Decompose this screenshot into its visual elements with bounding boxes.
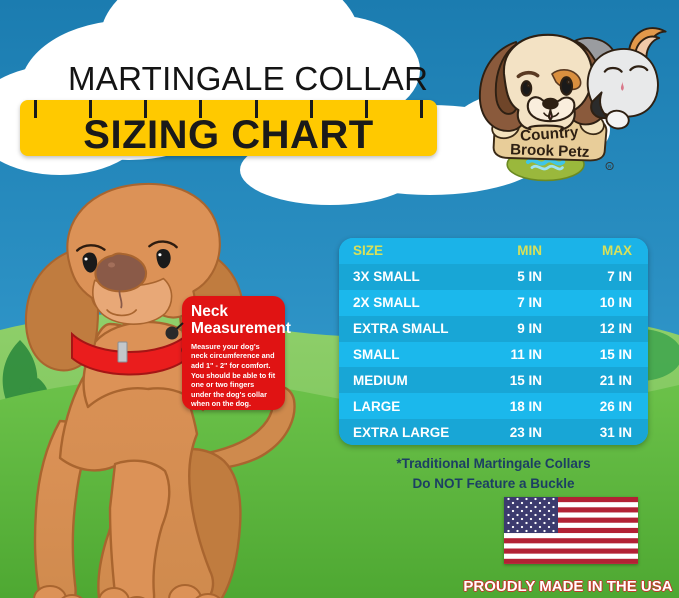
svg-text:Brook Petz: Brook Petz xyxy=(510,141,590,161)
svg-text:R: R xyxy=(608,164,611,169)
